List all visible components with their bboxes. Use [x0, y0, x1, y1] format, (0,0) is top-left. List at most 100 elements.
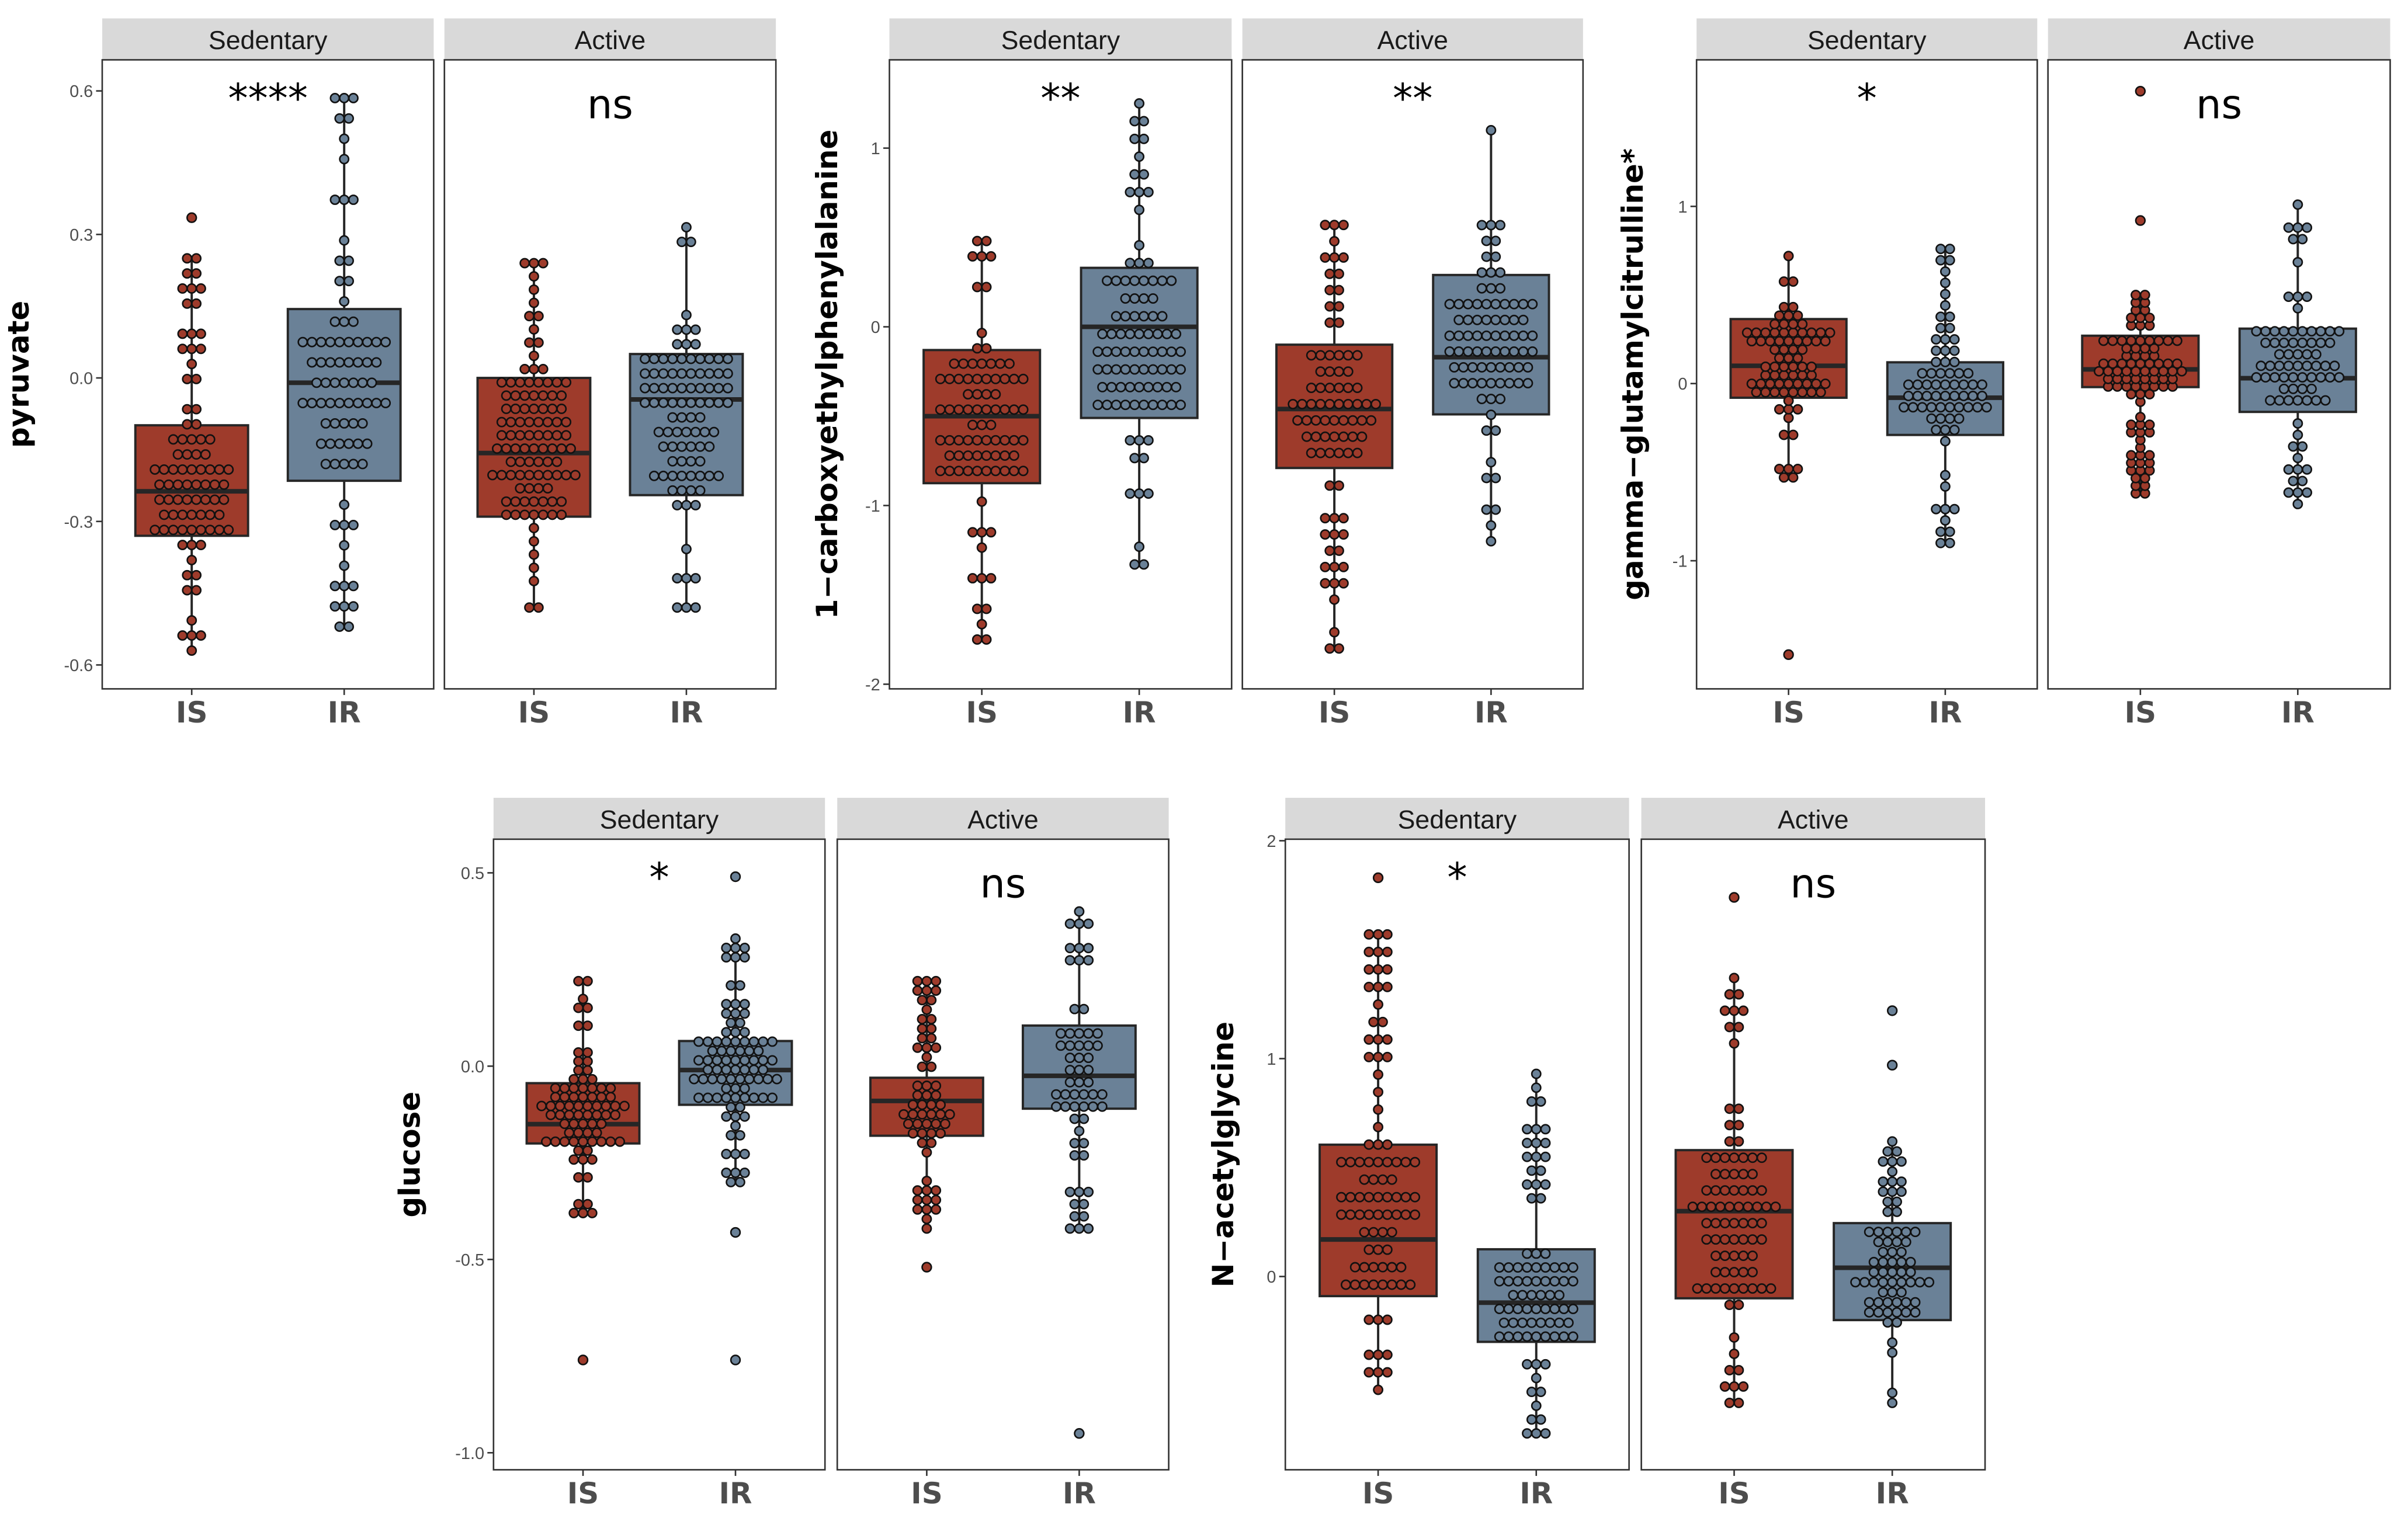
data-point [1324, 317, 1335, 328]
data-point [524, 470, 535, 481]
data-point [542, 416, 553, 428]
data-point [168, 464, 179, 475]
data-point [1490, 330, 1501, 341]
data-point [1018, 435, 1029, 446]
data-point [547, 390, 558, 401]
facet-strip [444, 18, 776, 60]
data-point [2302, 360, 2313, 371]
data-point [1147, 364, 1158, 375]
data-point [753, 1074, 764, 1085]
data-point [1361, 398, 1372, 409]
data-point [545, 1100, 556, 1111]
data-point [1531, 1428, 1542, 1439]
data-point [734, 1045, 745, 1057]
data-point [926, 1023, 937, 1034]
data-point [713, 470, 724, 481]
data-point [1166, 364, 1177, 375]
data-point [1892, 1236, 1902, 1248]
data-point [1931, 356, 1942, 367]
data-point [695, 456, 706, 467]
x-tick-label: IR [1928, 696, 1962, 730]
data-point [967, 251, 978, 262]
data-point [1018, 466, 1029, 477]
data-point [1939, 277, 1951, 289]
data-point [1139, 133, 1149, 144]
facet-label: Active [1778, 805, 1849, 834]
data-point [334, 255, 345, 266]
data-point [2292, 429, 2303, 440]
data-point [1310, 415, 1321, 426]
data-point [713, 397, 724, 408]
data-point [1129, 453, 1140, 464]
data-point [591, 1100, 602, 1111]
data-point [1958, 379, 1969, 390]
data-point [573, 1145, 584, 1156]
data-point [1147, 293, 1158, 304]
data-point [177, 509, 188, 520]
data-point [1733, 1201, 1744, 1213]
data-point [1157, 400, 1168, 411]
data-point [1797, 344, 1808, 355]
data-point [182, 494, 193, 505]
data-point [967, 419, 978, 430]
data-point [1719, 1381, 1730, 1392]
x-tick-label: IR [328, 696, 361, 730]
data-point [976, 619, 987, 630]
data-point [2116, 335, 2128, 346]
outlier-point [730, 1354, 741, 1366]
data-point [1490, 298, 1501, 310]
data-point [1774, 463, 1785, 474]
data-point [990, 435, 1001, 446]
data-point [739, 1036, 750, 1047]
data-point [721, 1148, 732, 1159]
data-point [551, 416, 563, 428]
data-point [1120, 293, 1131, 304]
data-point [1115, 328, 1126, 339]
data-point [672, 339, 683, 350]
data-point [713, 353, 724, 364]
data-point [730, 952, 741, 963]
data-point [1531, 1248, 1542, 1259]
data-point [1896, 1156, 1907, 1167]
data-point [1535, 1387, 1546, 1398]
data-point [1873, 1236, 1884, 1248]
data-point [501, 443, 512, 454]
x-tick-label: IR [719, 1477, 752, 1510]
data-point [990, 373, 1001, 384]
data-point [1018, 404, 1029, 415]
data-point [343, 255, 354, 266]
outlier-point [186, 212, 197, 223]
x-tick-label: IS [1772, 696, 1805, 730]
data-point [2292, 418, 2303, 429]
data-point [1806, 361, 1817, 372]
data-point [573, 1056, 584, 1067]
data-point [357, 377, 368, 388]
data-point [2288, 234, 2299, 245]
data-point [1567, 1331, 1578, 1342]
data-point [1074, 1052, 1085, 1064]
data-point [1320, 578, 1331, 589]
data-point [529, 443, 539, 454]
facet-label: Active [967, 805, 1039, 834]
data-point [1324, 366, 1335, 377]
data-point [702, 1055, 713, 1066]
data-point [1391, 1191, 1402, 1203]
data-point [726, 1130, 737, 1141]
data-point [1820, 378, 1831, 389]
data-point [561, 377, 572, 388]
data-point [1342, 447, 1354, 458]
data-point [1458, 378, 1469, 388]
data-point [2144, 450, 2155, 461]
data-point [1472, 298, 1483, 310]
data-point [524, 311, 535, 322]
data-point [1490, 346, 1501, 357]
data-point [348, 601, 359, 612]
data-point [1517, 1317, 1528, 1328]
data-point [191, 298, 202, 309]
data-point [573, 1002, 584, 1013]
data-point [1522, 362, 1533, 373]
data-point [547, 496, 558, 507]
data-point [1102, 275, 1112, 286]
data-point [1306, 398, 1317, 409]
data-point [907, 1109, 918, 1120]
